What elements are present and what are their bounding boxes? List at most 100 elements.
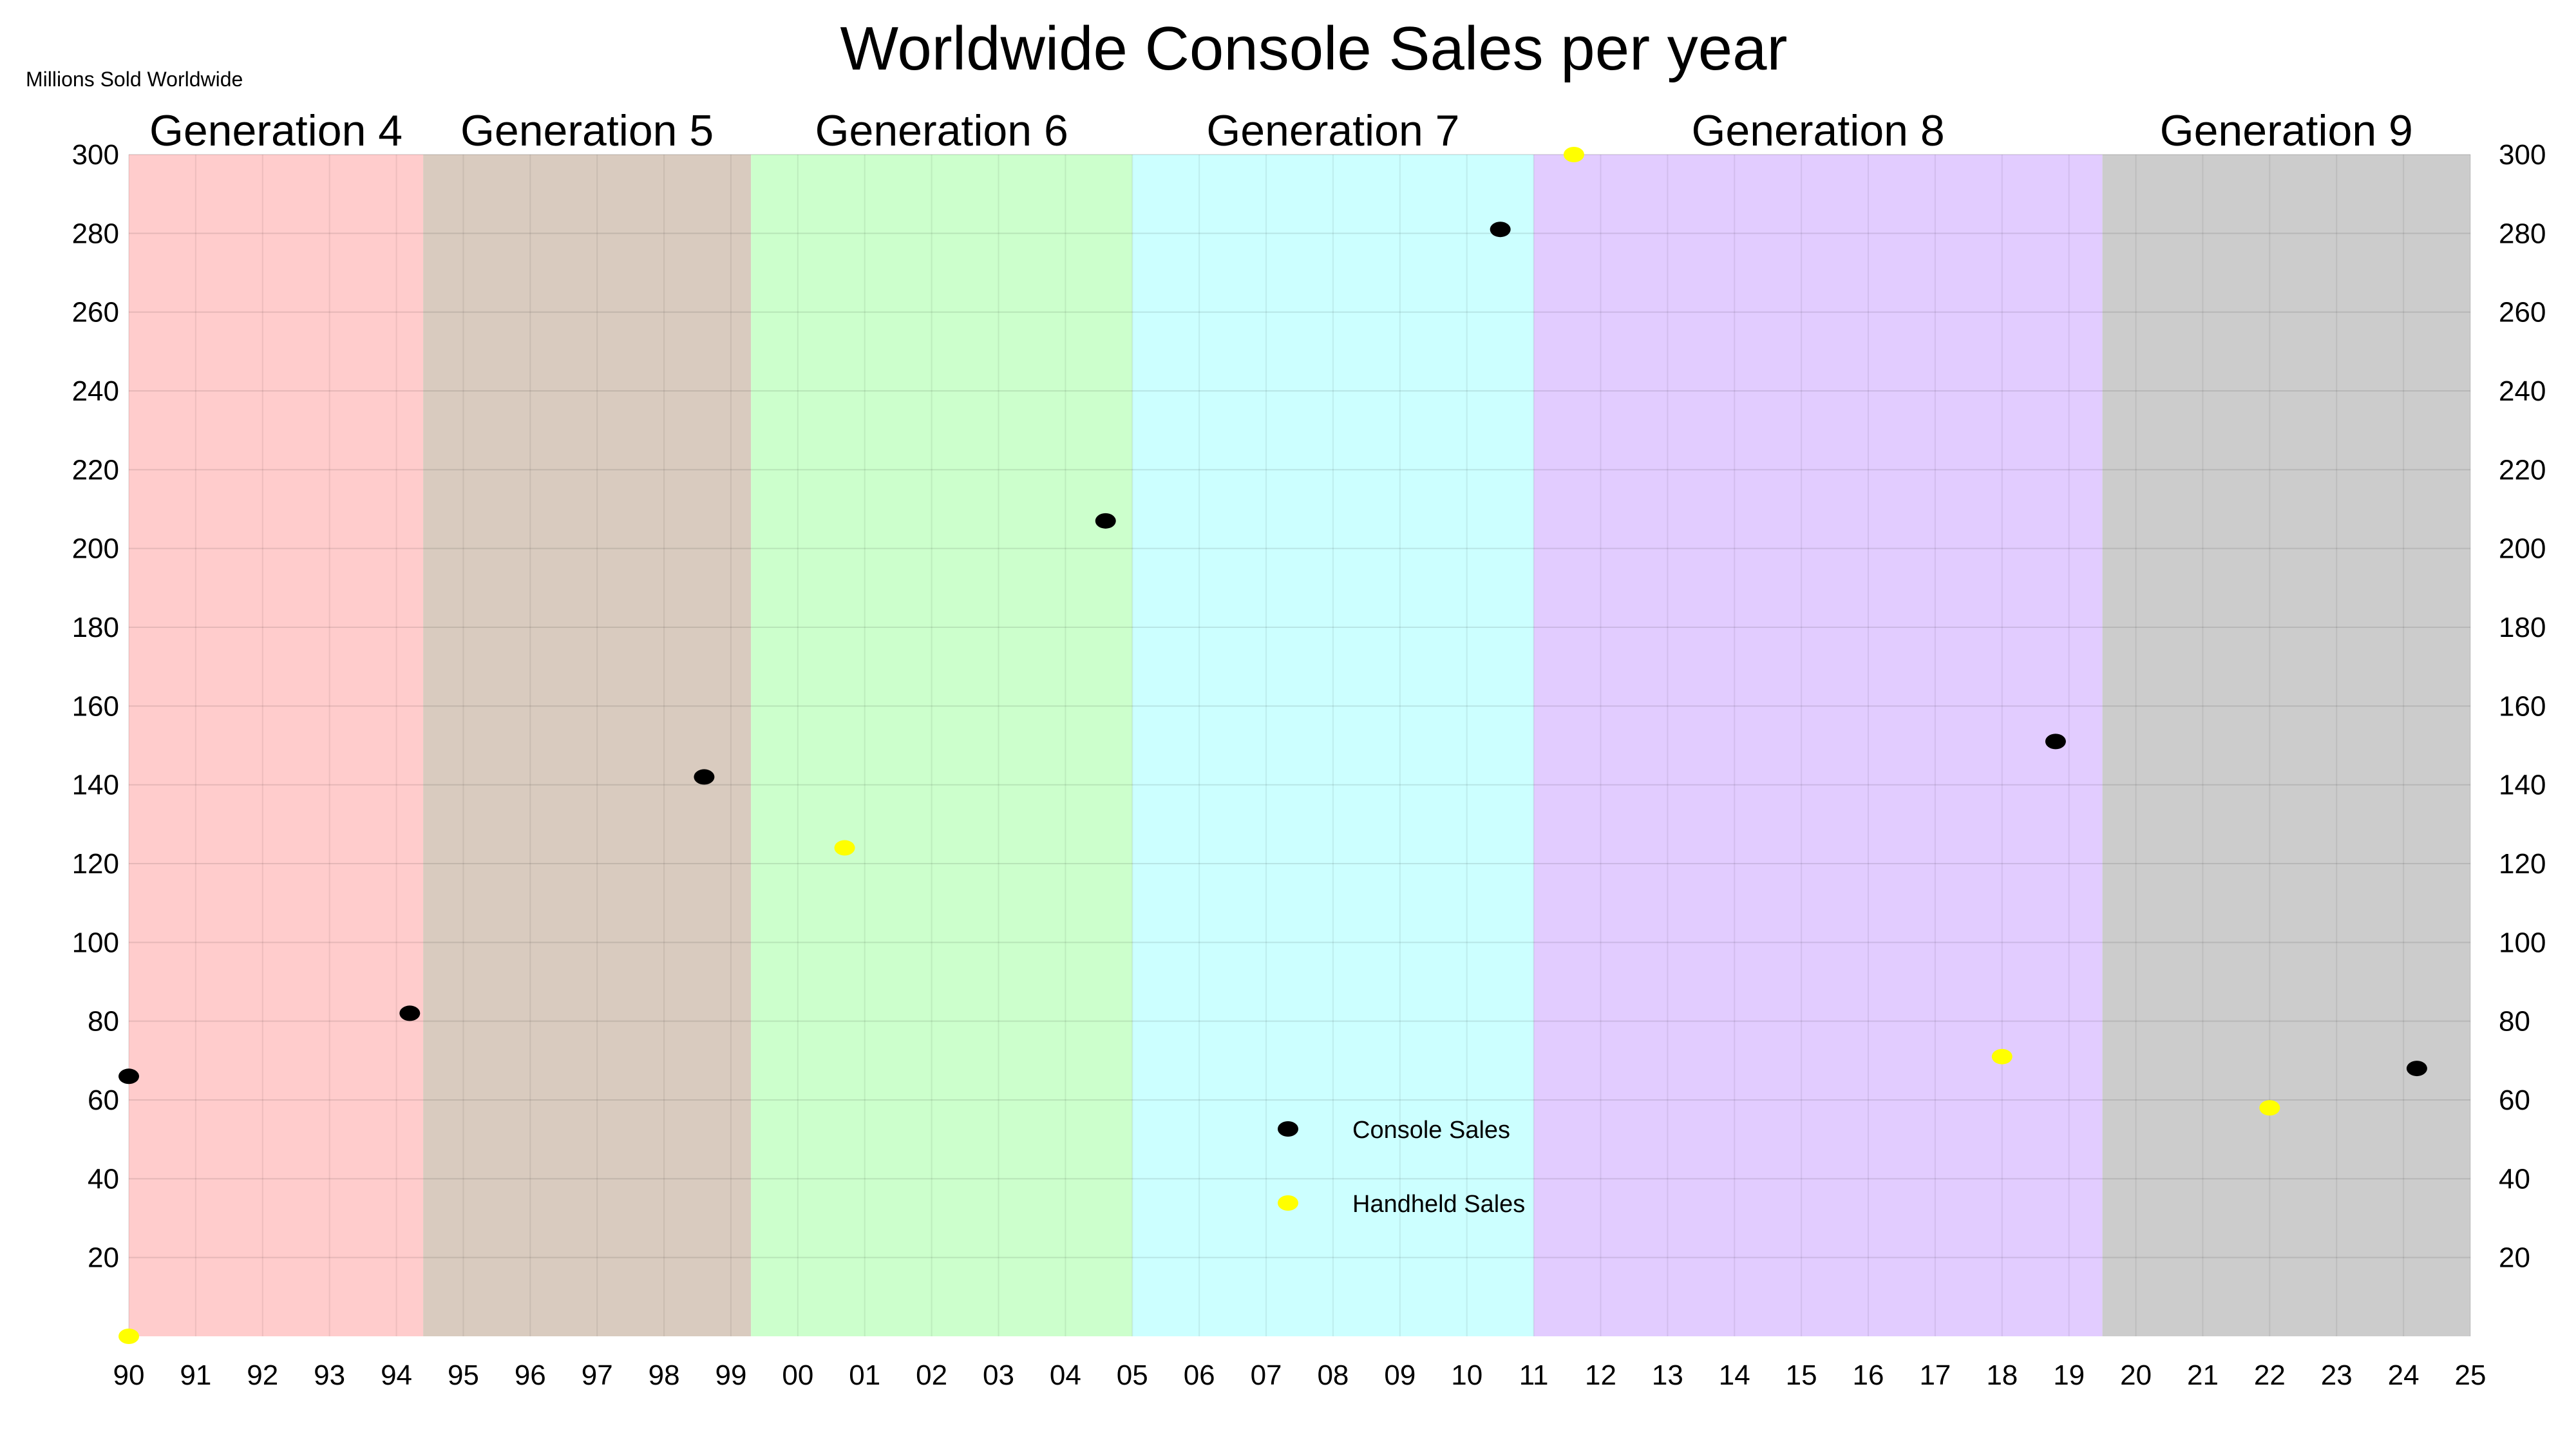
x-tick-label: 10 <box>1451 1359 1482 1391</box>
x-tick-label: 04 <box>1050 1359 1081 1391</box>
data-point <box>834 840 855 856</box>
y-tick-label-right: 160 <box>2499 690 2546 722</box>
y-tick-label-left: 300 <box>72 139 119 171</box>
legend-marker <box>1278 1195 1298 1211</box>
x-tick-label: 08 <box>1317 1359 1349 1391</box>
x-tick-label: 00 <box>782 1359 813 1391</box>
x-tick-label: 25 <box>2455 1359 2486 1391</box>
x-tick-label: 15 <box>1786 1359 1817 1391</box>
data-point <box>1563 147 1584 162</box>
x-tick-label: 99 <box>715 1359 746 1391</box>
generation-label: Generation 8 <box>1692 106 1945 155</box>
y-tick-label-right: 140 <box>2499 770 2546 801</box>
y-tick-label-left: 200 <box>72 533 119 565</box>
y-tick-label-left: 60 <box>88 1084 119 1116</box>
data-point <box>1991 1048 2012 1065</box>
generation-label: Generation 4 <box>149 106 402 155</box>
x-tick-label: 07 <box>1251 1359 1282 1391</box>
y-tick-label-right: 120 <box>2499 848 2546 880</box>
x-tick-label: 96 <box>515 1359 546 1391</box>
y-tick-label-left: 260 <box>72 297 119 328</box>
y-tick-label-left: 280 <box>72 218 119 249</box>
legend-label: Handheld Sales <box>1352 1191 1525 1218</box>
generation-band <box>129 155 424 1336</box>
y-tick-label-left: 180 <box>72 612 119 643</box>
y-ticks-left: 20 40 60 80 100 120 140 160 180 200 220 240 260 280 30… <box>72 139 119 1274</box>
legend-label: Console Sales <box>1352 1117 1510 1144</box>
generation-band <box>2102 155 2470 1336</box>
generation-label: Generation 9 <box>2160 106 2413 155</box>
legend: Console Sales Handheld Sales <box>1278 1117 1525 1218</box>
y-tick-label-left: 20 <box>88 1242 119 1274</box>
y-tick-label-left: 160 <box>72 690 119 722</box>
generation-band <box>423 155 752 1336</box>
x-tick-label: 93 <box>314 1359 345 1391</box>
y-tick-label-left: 140 <box>72 770 119 801</box>
x-tick-label: 97 <box>582 1359 613 1391</box>
y-tick-label-right: 180 <box>2499 612 2546 643</box>
y-tick-label-right: 60 <box>2499 1084 2530 1116</box>
x-tick-label: 19 <box>2053 1359 2085 1391</box>
x-tick-label: 95 <box>448 1359 479 1391</box>
x-tick-label: 24 <box>2388 1359 2420 1391</box>
y-tick-label-right: 280 <box>2499 218 2546 249</box>
y-tick-label-left: 240 <box>72 375 119 407</box>
generation-label: Generation 6 <box>815 106 1068 155</box>
x-tick-label: 20 <box>2120 1359 2152 1391</box>
y-tick-label-left: 220 <box>72 454 119 486</box>
y-tick-label-right: 200 <box>2499 533 2546 565</box>
generation-bands <box>129 155 2470 1336</box>
data-points <box>118 147 2427 1344</box>
chart-title: Worldwide Console Sales per year <box>840 14 1788 83</box>
x-tick-label: 94 <box>381 1359 412 1391</box>
y-tick-label-left: 40 <box>88 1163 119 1195</box>
x-tick-label: 03 <box>983 1359 1014 1391</box>
y-ticks-right: 20 40 60 80 100 120 140 160 180 200 220 240 260 280 30… <box>2499 139 2546 1274</box>
x-tick-label: 13 <box>1652 1359 1683 1391</box>
y-tick-label-right: 300 <box>2499 139 2546 171</box>
y-tick-label-right: 260 <box>2499 297 2546 328</box>
x-tick-label: 23 <box>2321 1359 2353 1391</box>
y-tick-label-left: 100 <box>72 927 119 958</box>
x-tick-label: 06 <box>1184 1359 1215 1391</box>
x-tick-label: 98 <box>649 1359 680 1391</box>
generation-labels: Generation 4 Generation 5 Generation 6 Gene… <box>149 106 2413 155</box>
data-point <box>118 1068 139 1084</box>
data-point <box>1095 513 1116 529</box>
x-tick-label: 01 <box>849 1359 880 1391</box>
y-tick-label-right: 240 <box>2499 375 2546 407</box>
generation-label: Generation 5 <box>460 106 714 155</box>
x-tick-label: 17 <box>1919 1359 1951 1391</box>
x-tick-label: 22 <box>2254 1359 2286 1391</box>
generation-band <box>1533 155 2103 1336</box>
data-point <box>694 769 715 785</box>
x-tick-label: 09 <box>1384 1359 1416 1391</box>
y-tick-label-left: 80 <box>88 1006 119 1037</box>
y-tick-label-right: 220 <box>2499 454 2546 486</box>
legend-marker <box>1278 1121 1298 1137</box>
x-tick-label: 18 <box>1986 1359 2018 1391</box>
data-point <box>1490 222 1511 238</box>
y-tick-label-right: 100 <box>2499 927 2546 958</box>
x-tick-label: 11 <box>1519 1359 1549 1391</box>
x-ticks: 90 91 92 93 94 95 96 97 98 99 00 01 02 03 04 05 06 07 08 09… <box>113 1359 2486 1391</box>
x-tick-label: 02 <box>916 1359 947 1391</box>
data-point <box>2406 1061 2427 1077</box>
x-tick-label: 05 <box>1117 1359 1148 1391</box>
y-tick-label-right: 20 <box>2499 1242 2530 1274</box>
x-tick-label: 21 <box>2187 1359 2219 1391</box>
x-tick-label: 16 <box>1853 1359 1884 1391</box>
y-tick-label-left: 120 <box>72 848 119 880</box>
generation-band <box>751 155 1133 1336</box>
x-tick-label: 91 <box>180 1359 211 1391</box>
generation-label: Generation 7 <box>1206 106 1459 155</box>
data-point <box>399 1005 421 1021</box>
x-tick-label: 92 <box>247 1359 278 1391</box>
generation-band <box>1132 155 1534 1336</box>
y-axis-label: Millions Sold Worldwide <box>26 68 243 91</box>
x-tick-label: 90 <box>113 1359 145 1391</box>
y-tick-label-right: 80 <box>2499 1006 2530 1037</box>
data-point <box>118 1329 139 1344</box>
data-point <box>2259 1100 2280 1116</box>
